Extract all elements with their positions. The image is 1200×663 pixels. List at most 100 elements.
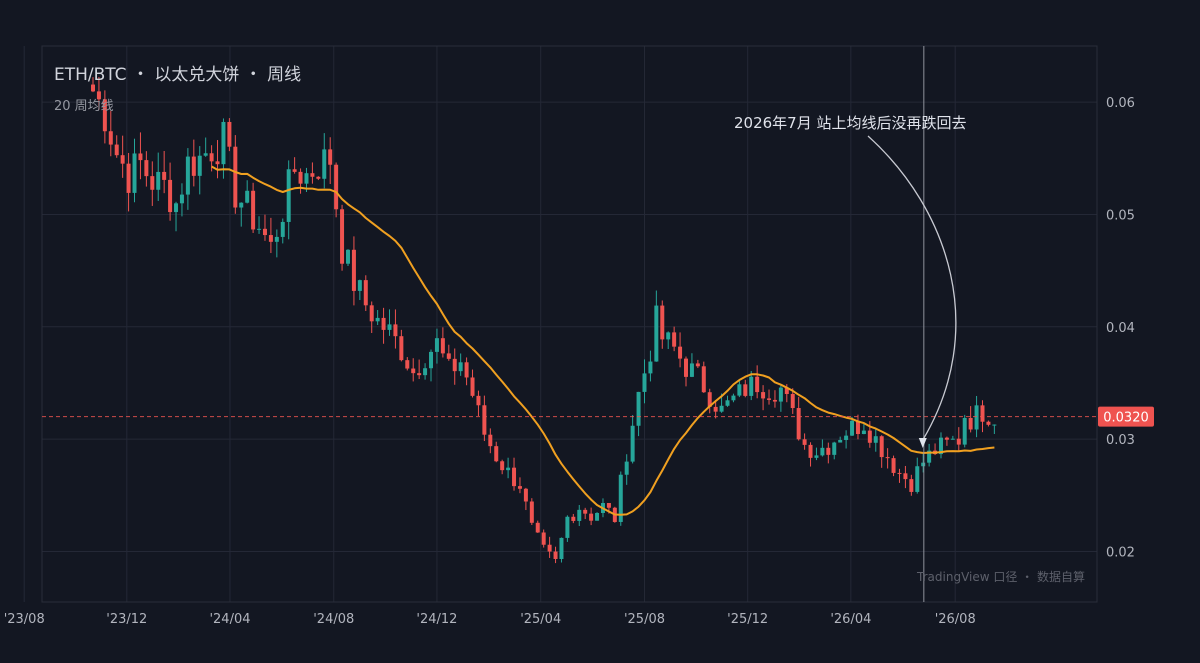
annotation-arrow — [867, 135, 957, 441]
candle-body — [239, 202, 244, 208]
candle-body — [589, 513, 594, 521]
candle-body — [861, 430, 866, 435]
candle-body — [595, 512, 600, 521]
candle-body — [909, 479, 914, 492]
candle — [778, 384, 783, 412]
candles — [91, 77, 997, 564]
candle-body — [707, 392, 712, 407]
candle — [523, 487, 528, 511]
candle-body — [695, 363, 700, 367]
candle-body — [470, 377, 475, 396]
candle — [452, 348, 457, 385]
candle — [132, 138, 137, 203]
candle — [897, 468, 902, 483]
candle — [340, 204, 345, 271]
candle-body — [298, 171, 303, 184]
candle — [678, 332, 683, 368]
candle-body — [903, 473, 908, 480]
candle — [992, 424, 997, 434]
candle-body — [399, 336, 404, 361]
candle — [630, 415, 635, 464]
candle-body — [494, 446, 499, 462]
candle-body — [743, 384, 748, 396]
candle-body — [251, 190, 256, 230]
candle — [322, 133, 327, 189]
candle — [446, 344, 451, 361]
candle-body — [215, 161, 220, 165]
candle — [749, 370, 754, 401]
candle-body — [209, 153, 214, 162]
candle — [393, 309, 398, 349]
candle-body — [850, 420, 855, 436]
chart-title: ETH/BTC ・ 以太兑大饼 ・ 周线 — [54, 65, 301, 85]
candle — [962, 414, 967, 448]
candle — [654, 290, 659, 362]
candle — [257, 216, 262, 234]
candle-body — [446, 353, 451, 359]
candle-body — [120, 155, 125, 164]
candle — [796, 396, 801, 441]
last-price-badge-bg — [1098, 406, 1154, 427]
candle-body — [221, 121, 226, 165]
candle — [399, 329, 404, 362]
candle — [820, 439, 825, 457]
candle-body — [749, 376, 754, 396]
candle-body — [268, 235, 273, 242]
x-tick-label: '25/04 — [520, 612, 561, 627]
candle-body — [334, 164, 339, 210]
candle — [262, 214, 267, 241]
candle-body — [411, 368, 416, 374]
candle — [808, 442, 813, 467]
candle — [185, 148, 190, 210]
candle-body — [185, 156, 190, 195]
candle — [369, 301, 374, 333]
candle-body — [642, 373, 647, 392]
candle-body — [150, 176, 155, 190]
candle-body — [772, 399, 777, 402]
candle — [156, 152, 161, 201]
candle — [838, 436, 843, 443]
candle-body — [363, 280, 368, 306]
candle — [767, 389, 772, 405]
candle — [405, 357, 410, 371]
candle — [571, 513, 576, 524]
candle — [334, 162, 339, 218]
candle-body — [280, 221, 285, 237]
candle-body — [393, 324, 398, 337]
candle-body — [606, 503, 611, 508]
candle-body — [102, 99, 107, 132]
candle-body — [660, 305, 665, 340]
candle-body — [292, 169, 297, 172]
x-tick-label: '26/08 — [935, 612, 976, 627]
x-tick-label: '26/04 — [830, 612, 871, 627]
candle — [701, 361, 706, 393]
candle-body — [126, 163, 131, 193]
candle-body — [179, 194, 184, 204]
candle-body — [286, 169, 291, 222]
candle — [772, 390, 777, 408]
candle — [618, 471, 623, 526]
candle-body — [867, 430, 872, 443]
candle — [179, 183, 184, 217]
candle — [423, 363, 428, 380]
candle — [417, 359, 422, 380]
candle — [547, 536, 552, 558]
candle — [168, 162, 173, 221]
candle-body — [814, 455, 819, 458]
candle-body — [381, 317, 386, 330]
candle-body — [844, 435, 849, 440]
candle-body — [357, 280, 362, 291]
candle-body — [429, 351, 434, 369]
candle-body — [375, 317, 380, 322]
candle-body — [678, 346, 683, 359]
candle — [174, 201, 179, 232]
candle-body — [310, 173, 315, 177]
candle-body — [974, 405, 979, 430]
candle-body — [138, 153, 143, 161]
candle — [233, 135, 238, 214]
candle-body — [873, 436, 878, 443]
candle — [162, 150, 167, 194]
candle — [482, 395, 487, 441]
candle — [553, 546, 558, 564]
